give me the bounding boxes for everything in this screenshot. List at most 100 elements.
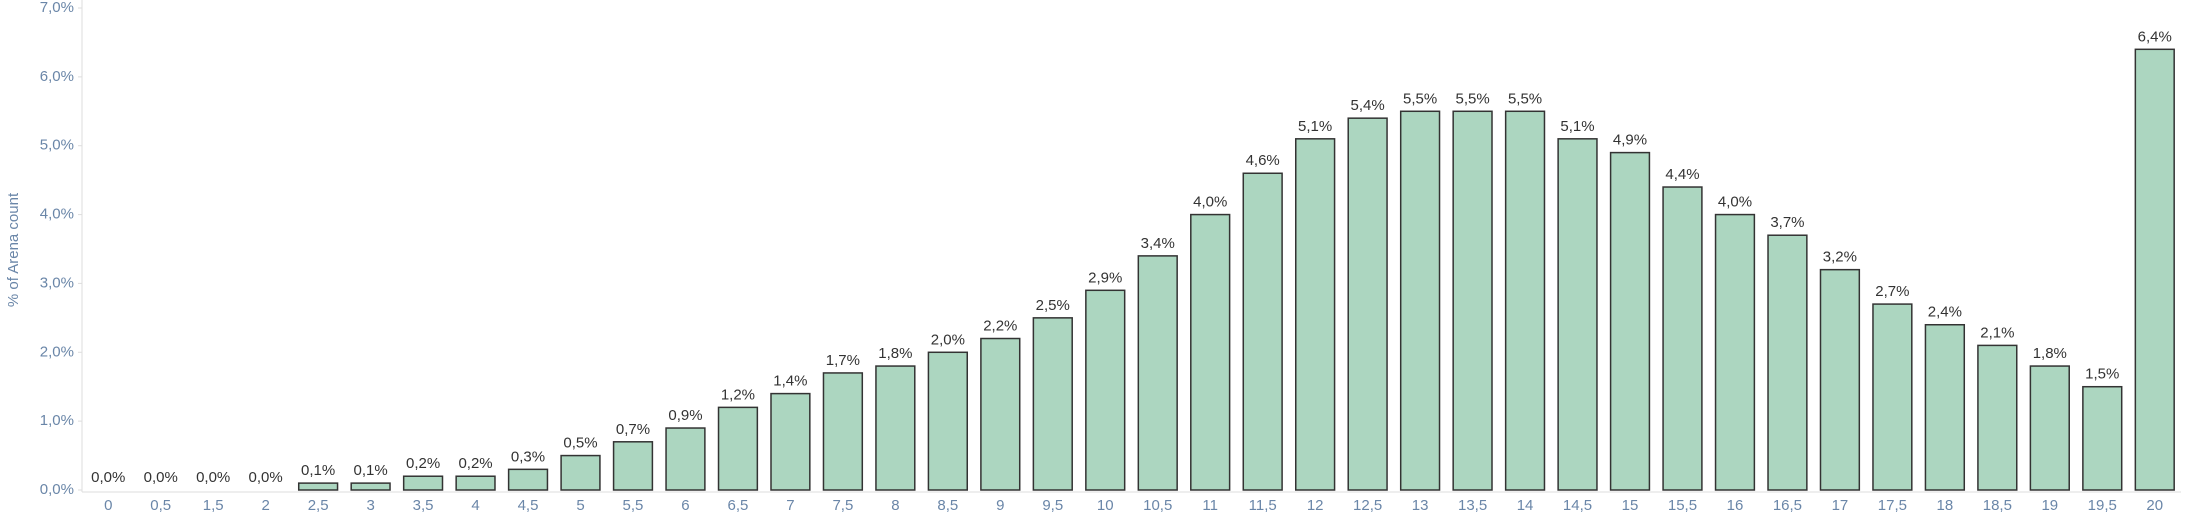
x-tick-label: 18,5 (1983, 497, 2012, 514)
x-tick-label: 20 (2146, 497, 2163, 514)
x-tick-label: 9 (996, 497, 1004, 514)
value-label: 1,4% (773, 373, 807, 390)
x-tick-label: 12 (1307, 497, 1324, 514)
x-tick-label: 11 (1202, 497, 1218, 514)
bar (1819, 268, 1861, 491)
bar (1242, 172, 1283, 491)
bar (1924, 323, 1966, 491)
x-tick-label: 6 (681, 497, 689, 514)
value-label: 4,6% (1246, 152, 1280, 169)
value-label: 2,9% (1088, 269, 1122, 286)
value-label: 2,7% (1875, 283, 1909, 300)
value-label: 2,4% (1928, 304, 1962, 321)
x-tick-label: 4,5 (518, 497, 539, 514)
x-tick-label: 14,5 (1563, 497, 1592, 514)
bar (1452, 110, 1493, 491)
value-label: 0,2% (458, 455, 492, 472)
value-label: 4,9% (1613, 132, 1647, 149)
bar (1767, 234, 1808, 491)
bar (612, 441, 654, 491)
x-tick-label: 11,5 (1249, 497, 1277, 514)
bar (1714, 213, 1756, 491)
x-tick-label: 0,5 (150, 497, 171, 514)
value-label: 2,1% (1980, 324, 2014, 341)
bar (297, 482, 339, 491)
y-tick-label: 4,0% (40, 206, 74, 223)
x-tick-label: 5,5 (623, 497, 644, 514)
bar (665, 427, 706, 491)
y-axis-title: % of Arena count (5, 192, 22, 307)
bar (822, 372, 864, 491)
value-label: 5,1% (1298, 118, 1332, 135)
bar (980, 337, 1021, 491)
bar (1085, 289, 1126, 491)
value-label: 2,5% (1036, 297, 1070, 314)
x-tick-label: 14 (1517, 497, 1534, 514)
bar (350, 482, 391, 491)
x-tick-label: 7,5 (832, 497, 853, 514)
x-tick-label: 4 (471, 497, 479, 514)
value-label: 5,1% (1560, 118, 1594, 135)
bar (2134, 48, 2175, 491)
bar (560, 454, 601, 491)
x-tick-label: 9,5 (1042, 497, 1063, 514)
x-tick-label: 6,5 (728, 497, 749, 514)
value-label: 3,7% (1770, 214, 1804, 231)
y-tick-label: 7,0% (40, 0, 74, 16)
value-label: 3,2% (1823, 249, 1857, 266)
x-tick-label: 19 (2041, 497, 2058, 514)
bar (1557, 138, 1598, 491)
x-tick-label: 3,5 (413, 497, 434, 514)
value-label: 0,3% (511, 448, 545, 465)
x-tick-label: 13 (1412, 497, 1429, 514)
x-tick-label: 8 (891, 497, 899, 514)
value-label: 0,0% (91, 469, 125, 486)
value-label: 6,4% (2138, 28, 2172, 45)
x-tick-label: 7 (786, 497, 794, 514)
value-label: 5,5% (1403, 90, 1437, 107)
value-label: 1,5% (2085, 366, 2119, 383)
value-label: 0,0% (249, 469, 283, 486)
y-tick-label: 2,0% (40, 343, 74, 360)
value-label: 4,0% (1193, 194, 1227, 211)
bar (1872, 303, 1913, 491)
bar (1137, 255, 1178, 491)
bar (1609, 151, 1651, 491)
x-tick-label: 12,5 (1353, 497, 1382, 514)
x-tick-label: 16 (1727, 497, 1744, 514)
value-label: 4,0% (1718, 194, 1752, 211)
x-tick-label: 1,5 (203, 497, 224, 514)
value-label: 0,0% (144, 469, 178, 486)
y-tick-label: 3,0% (40, 274, 74, 291)
value-label: 0,1% (354, 462, 388, 479)
bar (1032, 317, 1073, 491)
x-tick-label: 3 (366, 497, 374, 514)
bar (717, 406, 759, 491)
bar (1294, 138, 1336, 491)
value-label: 0,9% (668, 407, 702, 424)
bar (875, 365, 916, 491)
value-label: 1,8% (2033, 345, 2067, 362)
bar (927, 351, 969, 491)
value-label: 5,5% (1455, 90, 1489, 107)
bar (1662, 186, 1703, 491)
value-label: 2,2% (983, 317, 1017, 334)
value-label: 4,4% (1665, 166, 1699, 183)
x-tick-label: 16,5 (1773, 497, 1802, 514)
value-label: 5,4% (1351, 97, 1385, 114)
bar (1504, 110, 1546, 491)
x-tick-label: 8,5 (937, 497, 958, 514)
x-tick-label: 13,5 (1458, 497, 1487, 514)
value-label: 1,8% (878, 345, 912, 362)
value-label: 5,5% (1508, 90, 1542, 107)
x-tick-label: 2,5 (308, 497, 329, 514)
x-tick-label: 5 (576, 497, 584, 514)
value-label: 3,4% (1141, 235, 1175, 252)
value-label: 1,7% (826, 352, 860, 369)
x-tick-label: 2 (261, 497, 269, 514)
bar (507, 468, 549, 491)
value-label: 0,1% (301, 462, 335, 479)
bar (770, 392, 811, 491)
value-label: 0,7% (616, 421, 650, 438)
